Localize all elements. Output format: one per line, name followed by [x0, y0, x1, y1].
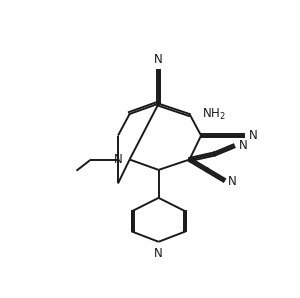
Text: N: N — [249, 129, 257, 142]
Text: N: N — [239, 139, 248, 153]
Text: N: N — [154, 53, 163, 66]
Text: N: N — [154, 247, 163, 260]
Text: NH$_2$: NH$_2$ — [202, 106, 226, 122]
Text: N: N — [228, 175, 236, 188]
Text: N: N — [114, 153, 122, 166]
